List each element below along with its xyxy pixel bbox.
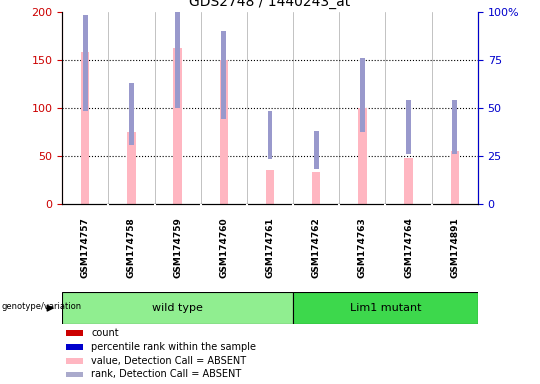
Bar	[81, 52, 89, 204]
Text: percentile rank within the sample: percentile rank within the sample	[91, 342, 256, 352]
FancyBboxPatch shape	[62, 292, 293, 324]
Text: wild type: wild type	[152, 303, 203, 313]
Bar	[314, 131, 319, 169]
Bar	[173, 48, 182, 204]
Bar	[127, 131, 136, 204]
Text: GSM174758: GSM174758	[127, 217, 136, 278]
Bar	[451, 151, 459, 204]
Text: genotype/variation: genotype/variation	[1, 302, 82, 311]
Bar	[360, 58, 364, 132]
Title: GDS2748 / 1440243_at: GDS2748 / 1440243_at	[190, 0, 350, 9]
Bar	[66, 358, 83, 364]
Text: GSM174763: GSM174763	[358, 217, 367, 278]
Text: GSM174762: GSM174762	[312, 217, 321, 278]
Bar	[66, 330, 83, 336]
Text: Lim1 mutant: Lim1 mutant	[350, 303, 421, 313]
FancyBboxPatch shape	[293, 292, 478, 324]
Bar	[221, 31, 226, 119]
Bar	[66, 371, 83, 377]
Text: rank, Detection Call = ABSENT: rank, Detection Call = ABSENT	[91, 369, 241, 379]
Text: GSM174757: GSM174757	[80, 217, 90, 278]
Text: value, Detection Call = ABSENT: value, Detection Call = ABSENT	[91, 356, 246, 366]
Bar	[404, 159, 413, 204]
Bar	[129, 83, 134, 145]
Text: GSM174759: GSM174759	[173, 217, 182, 278]
Bar	[268, 111, 272, 159]
Text: GSM174760: GSM174760	[219, 217, 228, 278]
Bar	[220, 60, 228, 204]
Text: GSM174764: GSM174764	[404, 217, 413, 278]
Text: GSM174891: GSM174891	[450, 217, 460, 278]
Bar	[66, 344, 83, 350]
Bar	[83, 15, 87, 111]
Bar	[176, 8, 180, 108]
Text: count: count	[91, 328, 119, 338]
Bar	[358, 108, 367, 204]
Bar	[453, 100, 457, 154]
Text: GSM174761: GSM174761	[266, 217, 274, 278]
Bar	[266, 170, 274, 204]
Bar	[312, 172, 320, 204]
Bar	[406, 100, 411, 154]
